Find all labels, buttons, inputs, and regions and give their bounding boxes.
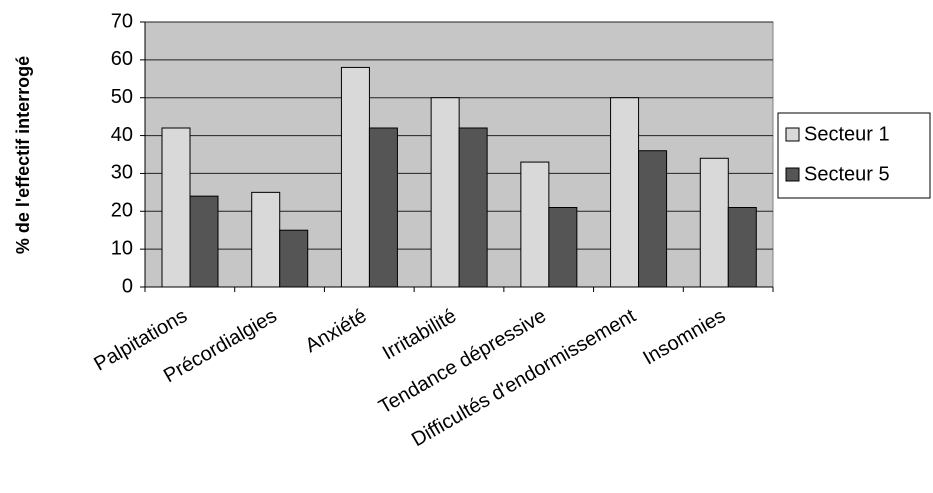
legend-label: Secteur 5	[804, 163, 890, 185]
bar	[727, 207, 757, 288]
legend-swatch	[785, 167, 800, 182]
bar	[430, 97, 460, 288]
bar	[548, 207, 578, 288]
bar	[368, 127, 398, 288]
bar	[340, 66, 370, 288]
y-tick-label: 70	[111, 10, 133, 32]
x-tick-label: Insomnies	[639, 305, 729, 370]
bar	[251, 191, 281, 288]
bar	[189, 195, 219, 288]
legend-box	[777, 112, 931, 199]
y-tick-label: 40	[111, 124, 133, 146]
y-tick-label: 10	[111, 237, 133, 259]
y-tick-label: 60	[111, 48, 133, 70]
y-tick-label: 50	[111, 86, 133, 108]
bar	[520, 161, 550, 288]
bar	[458, 127, 488, 288]
bar	[699, 157, 729, 288]
bar	[279, 229, 309, 288]
x-tick-label: Irritabilité	[379, 305, 460, 365]
x-tick-label: Anxiété	[302, 305, 371, 357]
legend-label: Secteur 1	[804, 123, 890, 145]
y-tick-label: 0	[122, 275, 133, 297]
y-tick-label: 30	[111, 162, 133, 184]
legend-swatch	[785, 127, 800, 142]
y-axis-label: % de l'effectif interrogé	[13, 56, 33, 254]
y-tick-label: 20	[111, 200, 133, 222]
bar	[610, 97, 640, 288]
bar	[161, 127, 191, 288]
bar	[638, 150, 668, 288]
